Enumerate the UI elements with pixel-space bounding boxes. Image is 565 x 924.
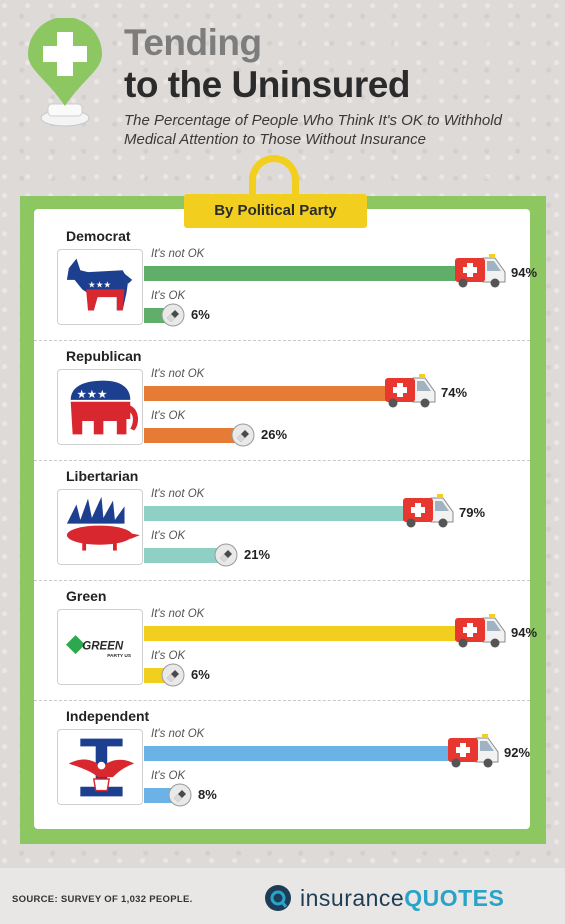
ambulance-icon [403, 494, 454, 528]
ok-bar [144, 668, 165, 683]
ok-bar [144, 308, 165, 323]
ambulance-icon [385, 374, 436, 408]
brand-word-b: QUOTES [404, 885, 505, 911]
not-ok-label: It's not OK [151, 608, 205, 620]
not-ok-percent: 94% [511, 625, 538, 640]
medicine-icon [161, 303, 185, 327]
party-logo-independent-icon [57, 729, 143, 805]
ambulance-icon [455, 614, 506, 648]
ambulance-icon [455, 254, 506, 288]
medicine-icon [168, 783, 192, 807]
party-name: Independent [66, 708, 150, 724]
medicine-icon [161, 663, 185, 687]
row-divider [34, 700, 530, 701]
medicine-icon [231, 423, 255, 447]
row-divider [34, 460, 530, 461]
not-ok-bar [144, 506, 421, 521]
ok-percent: 8% [198, 787, 217, 802]
not-ok-bar [144, 626, 473, 641]
not-ok-label: It's not OK [151, 248, 205, 260]
not-ok-label: It's not OK [151, 488, 205, 500]
ok-label: It's OK [151, 530, 186, 542]
party-logo-republican-icon: ★★★ [57, 369, 143, 445]
ok-percent: 6% [191, 667, 210, 682]
ok-bar [144, 548, 218, 563]
tab-hook [249, 155, 299, 199]
not-ok-bar [144, 266, 473, 281]
not-ok-bar [144, 386, 403, 401]
party-name: Green [66, 588, 107, 604]
brand-wordmark: insuranceQUOTES [300, 885, 504, 912]
title-line-1: Tending [124, 22, 262, 63]
party-name: Republican [66, 348, 142, 364]
brand-word-a: insurance [300, 885, 405, 911]
subtitle: The Percentage of People Who Think It's … [124, 112, 502, 148]
ok-label: It's OK [151, 290, 186, 302]
not-ok-percent: 74% [441, 385, 468, 400]
ok-percent: 21% [244, 547, 271, 562]
svg-text:★★★: ★★★ [88, 280, 111, 290]
medicine-icon [214, 543, 238, 567]
ambulance-icon [448, 734, 499, 768]
not-ok-percent: 79% [459, 505, 486, 520]
party-logo-green-icon: GREEN PARTY US [57, 609, 143, 685]
not-ok-label: It's not OK [151, 728, 205, 740]
party-row-republican: Republican ★★★ It's not OK 74% It's OK 26% [34, 348, 530, 468]
ok-label: It's OK [151, 410, 186, 422]
not-ok-label: It's not OK [151, 368, 205, 380]
party-row-green: Green GREEN PARTY US It's not OK 94% It's OK 6… [34, 588, 537, 708]
row-divider [34, 580, 530, 581]
ok-percent: 6% [191, 307, 210, 322]
party-row-independent: Independent It's not OK 92% It's OK 8% [34, 708, 530, 828]
party-name: Libertarian [66, 468, 139, 484]
ok-label: It's OK [151, 770, 186, 782]
not-ok-percent: 94% [511, 265, 538, 280]
party-logo-libertarian-icon [57, 489, 143, 565]
svg-text:★★★: ★★★ [76, 389, 107, 401]
ok-percent: 26% [261, 427, 288, 442]
ok-label: It's OK [151, 650, 186, 662]
not-ok-bar [144, 746, 466, 761]
row-divider [34, 340, 530, 341]
party-logo-democrat-icon: ★★★ [57, 249, 143, 325]
ok-bar [144, 428, 235, 443]
party-row-libertarian: Libertarian It's not OK 79% It's OK 21% [34, 468, 530, 588]
section-tab: By Political Party [184, 194, 367, 228]
not-ok-percent: 92% [504, 745, 531, 760]
source-note: SOURCE: SURVEY OF 1,032 PEOPLE. [12, 894, 193, 905]
title-line-2: to the Uninsured [124, 64, 410, 105]
medical-pin-icon [28, 18, 102, 127]
insurancequotes-logo-icon [265, 885, 291, 911]
party-row-democrat: Democrat ★★★ It's not OK 94% It's OK 6% [34, 228, 537, 348]
svg-text:GREEN: GREEN [82, 640, 124, 652]
svg-text:PARTY US: PARTY US [107, 653, 132, 659]
ok-bar [144, 788, 172, 803]
party-name: Democrat [66, 228, 131, 244]
